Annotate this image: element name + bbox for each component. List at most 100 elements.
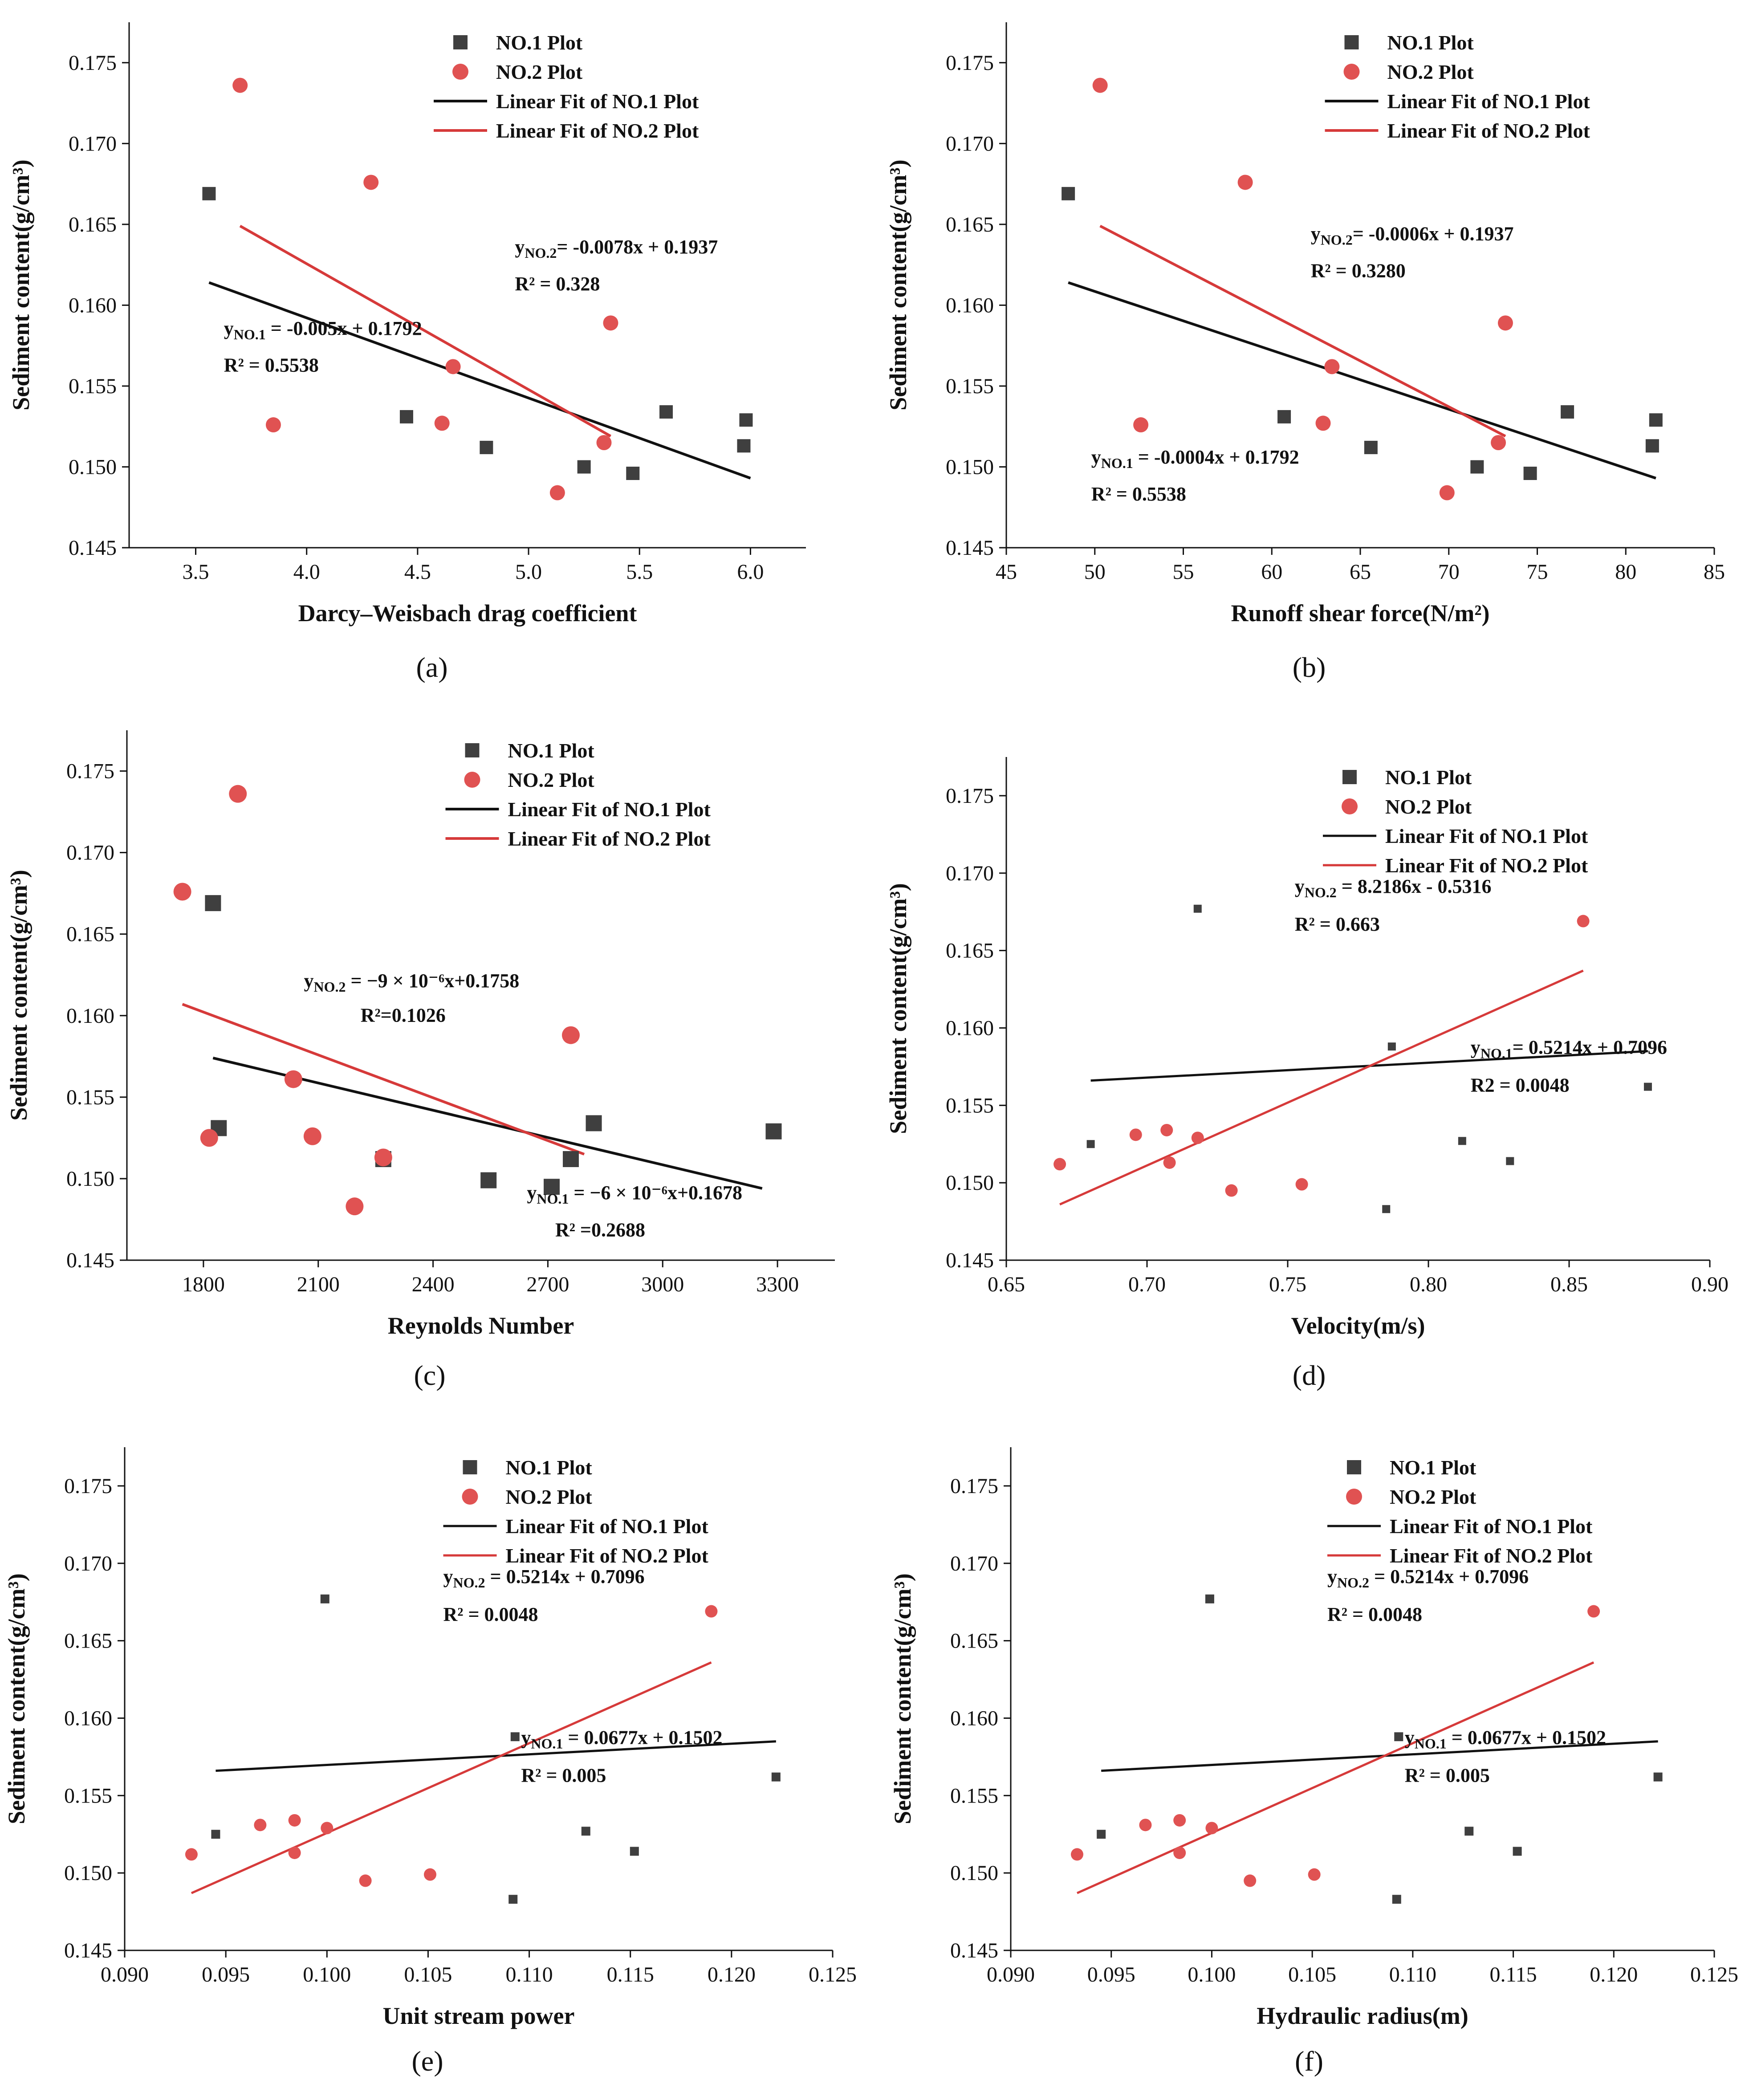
y-tick-label: 0.155: [69, 374, 117, 398]
legend-label: Linear Fit of NO.2 Plot: [496, 119, 699, 142]
fit-line-no2: [182, 1003, 585, 1156]
data-point-no2: [200, 1129, 218, 1147]
data-point-no2: [173, 883, 191, 901]
x-tick-label: 0.095: [1087, 1963, 1135, 1986]
annotation-eq1: yNO.1= 0.5214x + 0.7096: [1471, 1037, 1667, 1062]
y-tick-label: 0.165: [66, 923, 114, 946]
y-tick-label: 0.145: [946, 536, 994, 560]
panel-label: (c): [414, 1359, 445, 1391]
annotation-r2: R² = 0.663: [1295, 913, 1380, 935]
data-point-no2: [549, 485, 565, 501]
x-tick-label: 5.5: [626, 560, 653, 584]
data-point-no1: [1506, 1157, 1514, 1165]
legend-label: Linear Fit of NO.1 Plot: [506, 1515, 709, 1538]
x-tick-label: 0.90: [1691, 1273, 1729, 1296]
data-point-no1: [320, 1594, 329, 1603]
legend-label: NO.2 Plot: [506, 1485, 593, 1508]
annotation-eq1: yNO.1 = 0.0677x + 0.1502: [521, 1727, 722, 1752]
legend-label: Linear Fit of NO.2 Plot: [1390, 1544, 1593, 1567]
fit-line-no1: [208, 281, 751, 480]
y-tick-label: 0.145: [66, 1249, 114, 1272]
data-point-no1: [771, 1772, 781, 1782]
data-point-no1: [1193, 904, 1202, 913]
legend-label: NO.1 Plot: [1387, 31, 1474, 54]
data-point-no2: [1092, 77, 1108, 93]
legend-label: NO.2 Plot: [508, 769, 595, 791]
data-point-no1: [1561, 405, 1574, 419]
legend-marker-no1: [1347, 1460, 1361, 1474]
x-axis-title: Hydraulic radius(m): [1257, 2002, 1468, 2029]
data-point-no1: [1523, 466, 1537, 480]
y-tick-label: 0.175: [946, 51, 994, 75]
legend-label: NO.1 Plot: [1390, 1456, 1477, 1479]
legend-marker-no1: [1342, 770, 1357, 784]
y-tick-label: 0.170: [946, 862, 994, 885]
data-point-no2: [1139, 1819, 1152, 1831]
data-point-no1: [581, 1827, 590, 1836]
data-point-no2: [1244, 1874, 1257, 1887]
x-tick-label: 50: [1084, 560, 1106, 584]
legend-marker-no2: [452, 64, 468, 80]
data-point-no1: [1392, 1895, 1401, 1904]
data-point-no1: [577, 460, 591, 474]
x-tick-label: 5.0: [515, 560, 542, 584]
x-axis-title: Darcy–Weisbach drag coefficient: [298, 600, 637, 627]
data-point-no2: [1308, 1868, 1321, 1881]
y-tick-label: 0.150: [64, 1861, 112, 1885]
x-tick-label: 3000: [641, 1273, 684, 1296]
data-point-no2: [1070, 1848, 1083, 1861]
x-tick-label: 3.5: [183, 560, 209, 584]
y-tick-label: 0.150: [946, 1171, 994, 1195]
data-point-no1: [399, 410, 413, 423]
data-point-no1: [739, 413, 753, 427]
data-point-no2: [1163, 1156, 1176, 1169]
x-axis-title: Velocity(m/s): [1291, 1312, 1425, 1339]
x-tick-label: 65: [1350, 560, 1371, 584]
data-point-no1: [1387, 1042, 1396, 1051]
legend-marker-no2: [1343, 64, 1360, 80]
data-point-no1: [211, 1830, 220, 1839]
chart-panel-d: 0.145 0.150 0.155 0.160 0.165 0.170 0.175 0.65 0…: [885, 757, 1729, 1391]
y-tick-label: 0.160: [946, 293, 994, 317]
chart-panel-c: 0.145 0.150 0.155 0.160 0.165 0.170 0.175 1800 2…: [5, 730, 835, 1391]
annotation-eq1: yNO.1 = 0.0677x + 0.1502: [1405, 1727, 1606, 1752]
data-point-no2: [705, 1605, 718, 1618]
data-point-no1: [1205, 1594, 1214, 1603]
annotation-eq1: yNO.1 = -0.005x + 0.1792: [224, 317, 422, 342]
x-tick-label: 0.095: [202, 1963, 250, 1986]
fit-line-no2: [1059, 969, 1584, 1206]
fit-line-no1: [1101, 1740, 1658, 1772]
x-tick-label: 0.70: [1128, 1273, 1166, 1296]
data-point-no2: [1324, 359, 1340, 374]
data-point-no2: [1577, 915, 1590, 928]
x-tick-label: 0.090: [987, 1963, 1035, 1986]
data-point-no2: [1295, 1178, 1308, 1191]
data-point-no2: [363, 175, 379, 190]
x-tick-label: 0.120: [1590, 1963, 1638, 1986]
data-point-no1: [1086, 1140, 1095, 1148]
legend-marker-no1: [465, 743, 480, 757]
y-tick-label: 0.145: [950, 1939, 998, 1962]
y-tick-label: 0.170: [66, 841, 114, 865]
fit-line-no2: [1076, 1661, 1594, 1894]
annotation-r1: R² = 0.005: [1405, 1764, 1490, 1786]
y-tick-label: 0.150: [69, 455, 117, 479]
legend-marker-no2: [1342, 798, 1358, 814]
data-point-no2: [1237, 175, 1253, 190]
data-point-no2: [1133, 417, 1149, 433]
legend-label: NO.1 Plot: [1385, 766, 1472, 789]
legend-label: Linear Fit of NO.2 Plot: [1385, 854, 1588, 877]
y-tick-label: 0.170: [64, 1552, 112, 1575]
y-tick-label: 0.170: [950, 1552, 998, 1575]
y-tick-label: 0.155: [64, 1784, 112, 1807]
legend-marker-no2: [1346, 1489, 1362, 1505]
data-point-no1: [1277, 410, 1291, 423]
legend-label: NO.2 Plot: [1387, 61, 1474, 83]
y-tick-label: 0.145: [946, 1249, 994, 1272]
data-point-no2: [185, 1848, 198, 1861]
data-point-no2: [1191, 1131, 1204, 1144]
data-point-no1: [1470, 460, 1484, 474]
annotation-eq2: yNO.2 = −9 × 10⁻⁶x+0.1758: [304, 970, 520, 995]
y-tick-label: 0.150: [950, 1861, 998, 1885]
y-tick-label: 0.160: [66, 1004, 114, 1028]
